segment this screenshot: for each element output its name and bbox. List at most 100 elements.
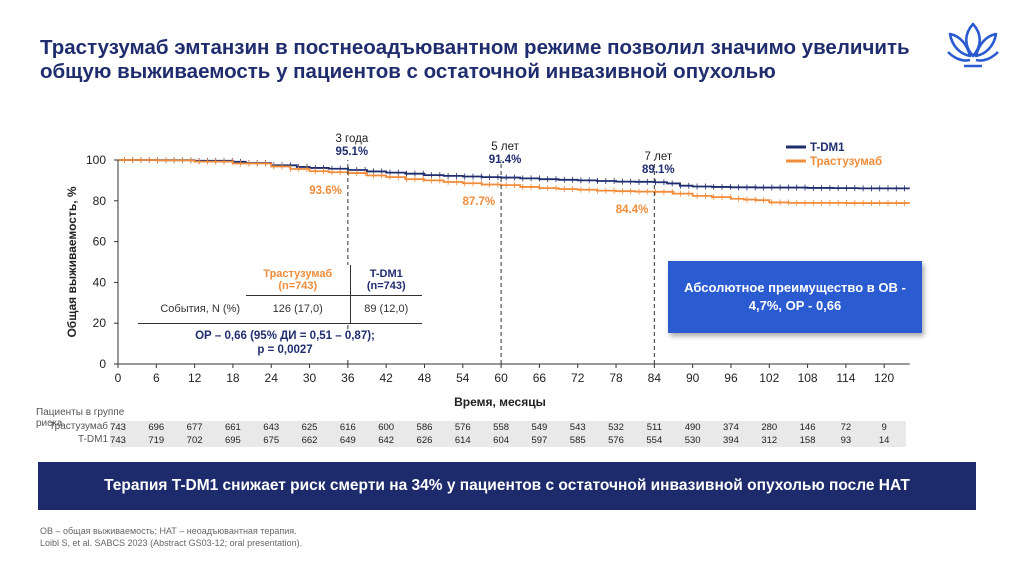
risk-cell: 490	[684, 422, 701, 433]
y-tick-label: 100	[86, 153, 106, 167]
events-table: Трастузумаб (n=743) T-DM1 (n=743) Событи…	[138, 265, 422, 324]
risk-cell: 532	[608, 422, 624, 433]
x-tick-label: 54	[456, 371, 470, 385]
x-tick-label: 48	[418, 371, 432, 385]
risk-cell: 72	[840, 422, 852, 433]
risk-cell: 280	[761, 422, 778, 433]
risk-cell: 576	[608, 435, 624, 446]
risk-cell: 586	[416, 422, 433, 433]
timepoint-trastuzumab-value: 84.4%	[616, 204, 649, 216]
x-axis-title: Время, месяцы	[454, 395, 546, 409]
x-tick-label: 66	[533, 371, 547, 385]
x-tick-label: 72	[571, 371, 585, 385]
x-tick-label: 36	[341, 371, 355, 385]
risk-cell: 93	[840, 435, 852, 446]
risk-header-line2: риска	[36, 418, 63, 429]
legend-tdm1-label: T-DM1	[810, 142, 845, 154]
y-tick-label: 60	[93, 235, 107, 249]
events-row-label: События, N (%)	[138, 295, 246, 324]
risk-cell: 661	[224, 422, 241, 433]
risk-cell: 146	[799, 422, 816, 433]
events-col1-name: Трастузумаб	[263, 267, 333, 280]
curve-trastuzumab	[118, 159, 910, 204]
x-tick-label: 120	[874, 371, 894, 385]
hazard-ratio-stats: ОР – 0,66 (95% ДИ = 0,51 – 0,87); p = 0,…	[150, 329, 420, 357]
risk-cell: 743	[110, 422, 126, 433]
absolute-benefit-box: Абсолютное преимущество в ОВ - 4,7%, ОР …	[668, 261, 922, 333]
risk-row-bg	[110, 421, 906, 434]
risk-cell: 696	[148, 422, 165, 433]
events-col1-n: (n=743)	[278, 279, 318, 292]
x-tick-label: 78	[609, 371, 623, 385]
hazard-ratio-line: ОР – 0,66 (95% ДИ = 0,51 – 0,87);	[195, 330, 375, 342]
risk-cell: 642	[378, 435, 395, 446]
risk-cell: 625	[301, 422, 318, 433]
events-col2-value: 89 (12,0)	[350, 295, 422, 324]
footnote-abbreviations: ОВ – общая выживаемость; НАТ – неоадъюва…	[40, 526, 297, 536]
risk-header-line1: Пациенты в группе	[36, 407, 125, 418]
timepoint-tdm1-value: 89.1%	[642, 164, 675, 176]
timepoint-period-label: 5 лет	[491, 141, 519, 153]
x-tick-label: 18	[226, 371, 240, 385]
x-tick-label: 42	[379, 371, 393, 385]
risk-cell: 604	[493, 435, 510, 446]
risk-cell: 662	[301, 435, 318, 446]
legend-trast-label: Трастузумаб	[810, 156, 882, 168]
risk-cell: 9	[881, 422, 887, 433]
risk-cell: 394	[723, 435, 739, 446]
x-tick-label: 6	[153, 371, 160, 385]
conclusion-banner: Терапия T-DM1 снижает риск смерти на 34%…	[38, 462, 976, 510]
risk-cell: 675	[263, 435, 280, 446]
legend: T-DM1 Трастузумаб	[786, 142, 882, 168]
footnotes: ОВ – общая выживаемость; НАТ – неоадъюва…	[40, 525, 302, 549]
risk-cell: 695	[224, 435, 241, 446]
risk-cell: 158	[799, 435, 816, 446]
x-tick-label: 24	[265, 371, 279, 385]
risk-cell: 600	[378, 422, 395, 433]
events-col1-value: 126 (17,0)	[246, 295, 351, 324]
risk-cell: 614	[454, 435, 471, 446]
timepoint-tdm1-value: 95.1%	[336, 146, 369, 158]
footnote-reference: Loibl S, et al. SABCS 2023 (Abstract GS0…	[40, 538, 303, 548]
risk-cell: 585	[569, 435, 586, 446]
risk-cell: 312	[761, 435, 778, 446]
risk-cell: 511	[646, 422, 662, 433]
risk-cell: 558	[493, 422, 510, 433]
risk-cell: 554	[646, 435, 663, 446]
timepoint-tdm1-value: 91.4%	[489, 154, 522, 166]
risk-cell: 374	[723, 422, 739, 433]
x-tick-label: 90	[686, 371, 700, 385]
events-col1-header: Трастузумаб (n=743)	[246, 265, 351, 296]
y-tick-label: 0	[99, 357, 106, 371]
y-tick-label: 40	[93, 275, 107, 289]
risk-cell: 649	[339, 435, 356, 446]
events-col2-header: T-DM1 (n=743)	[350, 265, 422, 296]
y-tick-label: 80	[93, 194, 107, 208]
risk-cell: 576	[454, 422, 471, 433]
curve-tdm1	[118, 159, 910, 190]
risk-cell: 597	[531, 435, 548, 446]
x-tick-label: 60	[494, 371, 508, 385]
x-tick-label: 12	[188, 371, 202, 385]
risk-cell: 643	[263, 422, 280, 433]
risk-cell: 530	[684, 435, 701, 446]
risk-cell: 543	[569, 422, 586, 433]
timepoint-period-label: 3 года	[335, 133, 368, 145]
y-axis-title: Общая выживаемость, %	[65, 186, 79, 337]
x-tick-label: 96	[724, 371, 738, 385]
risk-cell: 719	[148, 435, 165, 446]
p-value-line: p = 0,0027	[257, 344, 313, 356]
risk-cell: 549	[531, 422, 548, 433]
risk-row-bg	[110, 434, 906, 447]
risk-cell: 616	[339, 422, 356, 433]
risk-cell: 702	[186, 435, 203, 446]
lotus-logo-icon	[947, 22, 999, 68]
risk-table-header: Пациенты в группе риска	[36, 407, 124, 429]
timepoint-period-label: 7 лет	[645, 151, 673, 163]
x-tick-label: 84	[648, 371, 662, 385]
x-tick-label: 114	[836, 371, 855, 385]
risk-cell: 626	[416, 435, 433, 446]
slide-title: Трастузумаб эмтанзин в постнеоадъювантно…	[40, 36, 910, 83]
risk-cell: 743	[110, 435, 126, 446]
